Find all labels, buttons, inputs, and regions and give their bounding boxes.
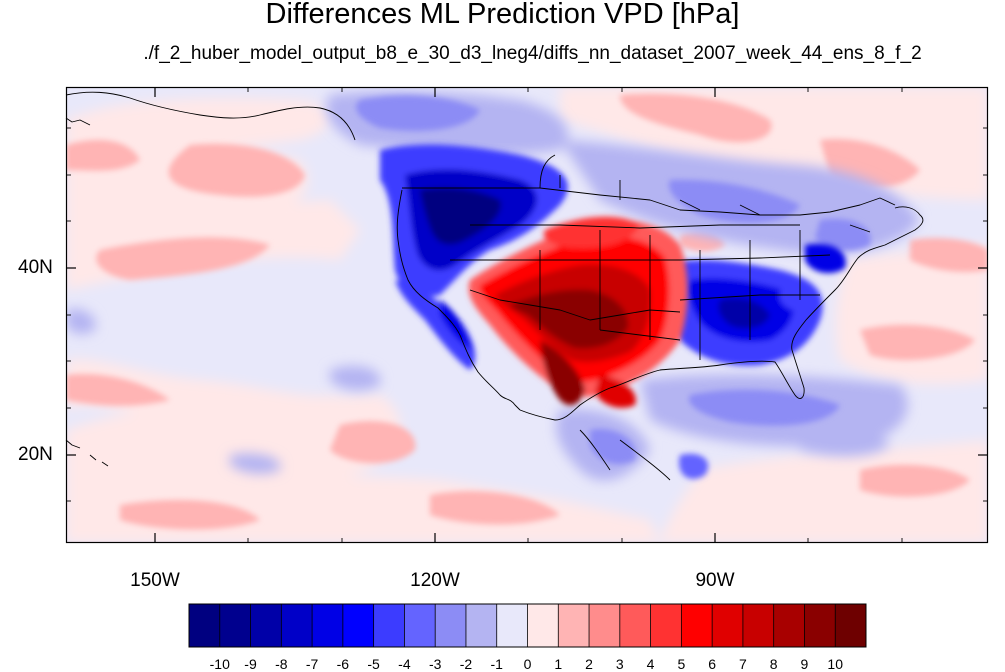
lon-label-90w: 90W <box>695 570 735 591</box>
map-frame <box>65 86 989 544</box>
colorbar-tick-label: -7 <box>305 656 319 672</box>
colorbar-swatch <box>281 604 313 647</box>
colorbar-swatch <box>558 604 590 647</box>
colorbar-swatch <box>435 604 467 647</box>
colorbar-tick-label: -8 <box>275 656 288 672</box>
colorbar-tick-label: 3 <box>615 656 624 672</box>
colorbar-tick-label: -6 <box>336 656 350 672</box>
colorbar-tick-label: -10 <box>209 656 230 672</box>
colorbar-swatch <box>681 604 713 647</box>
colorbar-swatch <box>619 604 652 647</box>
colorbar-swatch <box>189 604 221 647</box>
colorbar-tick-label: 7 <box>739 656 747 672</box>
colorbar-tick-label: 0 <box>523 656 532 672</box>
moderate-positive-regions <box>66 93 988 530</box>
colorbar-swatch <box>373 604 405 647</box>
contour-field <box>66 87 988 543</box>
colorbar-swatch <box>250 604 282 647</box>
strong-positive-regions <box>468 216 688 408</box>
colorbar-tick-label: 10 <box>827 656 843 672</box>
colorbar-tick-label: -2 <box>459 656 473 672</box>
colorbar-tick-label: -4 <box>398 656 411 672</box>
map-title: Differences ML Prediction VPD [hPa] <box>265 0 740 30</box>
moderate-negative-regions <box>356 95 871 479</box>
colorbar-swatch <box>527 604 559 647</box>
colorbar-swatch <box>712 604 744 647</box>
colorbar-swatch <box>589 604 621 647</box>
colorbar-tick-label: 1 <box>554 656 563 672</box>
colorbar <box>188 603 867 648</box>
colorbar-swatch <box>342 604 375 647</box>
colorbar-swatch <box>650 604 682 647</box>
colorbar-swatch <box>219 604 252 647</box>
colorbar-swatch <box>404 604 436 647</box>
colorbar-swatch <box>465 604 498 647</box>
map-subtitle: ./f_2_huber_model_output_b8_e_30_d3_lneg… <box>143 43 922 64</box>
colorbar-tick-label: 9 <box>800 656 809 672</box>
colorbar-frame <box>188 603 867 648</box>
colorbar-swatch <box>312 604 344 647</box>
colorbar-swatch <box>804 604 836 647</box>
lat-label-40n: 40N <box>18 257 53 278</box>
colorbar-swatch <box>835 604 867 647</box>
lon-label-150w: 150W <box>130 570 180 591</box>
coastlines-and-borders <box>65 91 924 481</box>
colorbar-tick-label: -1 <box>490 656 503 672</box>
colorbar-tick-label: 4 <box>646 656 655 672</box>
lat-label-20n: 20N <box>18 444 53 465</box>
colorbar-tick-label: 5 <box>677 656 686 672</box>
colorbar-tick-label: -3 <box>428 656 442 672</box>
colorbar-swatch <box>496 604 528 647</box>
colorbar-tick-label: -9 <box>244 656 257 672</box>
colorbar-tick-label: -5 <box>367 656 380 672</box>
lon-label-120w: 120W <box>410 570 460 591</box>
colorbar-swatch <box>773 604 805 647</box>
colorbar-swatch <box>742 604 775 647</box>
colorbar-tick-label: 2 <box>585 656 593 672</box>
colorbar-tick-label: 8 <box>769 656 778 672</box>
colorbar-tick-label: 6 <box>708 656 717 672</box>
